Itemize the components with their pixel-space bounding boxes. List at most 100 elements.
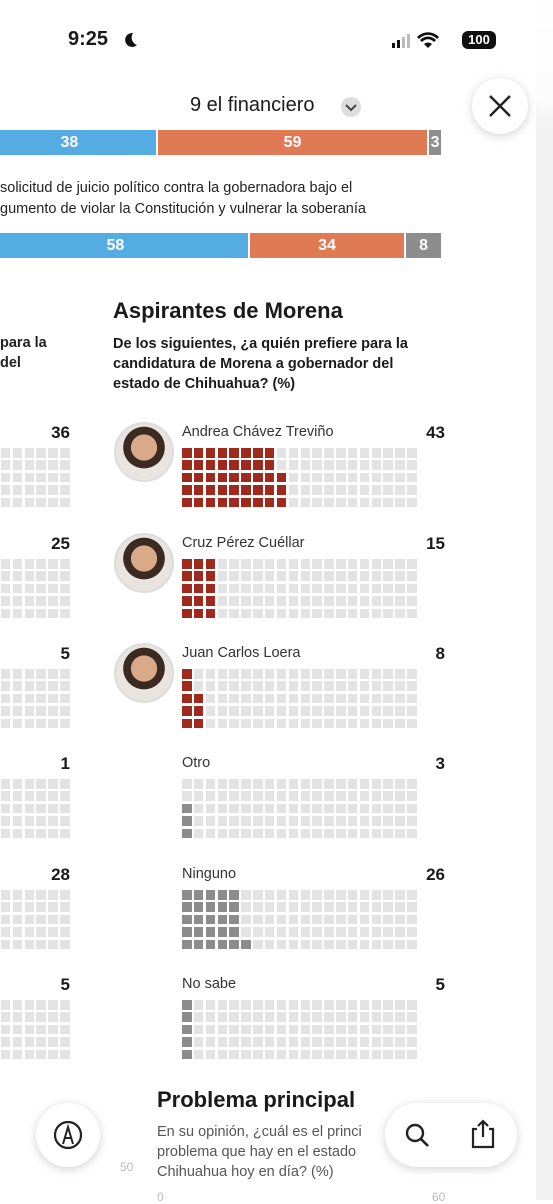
waffle-square — [0, 718, 11, 729]
waffle-square — [229, 1000, 239, 1010]
waffle-square — [264, 1049, 275, 1060]
waffle-square — [371, 460, 382, 470]
waffle-square — [359, 718, 370, 729]
waffle-square — [324, 902, 334, 912]
waffle-square — [264, 1000, 275, 1010]
waffle-square — [60, 596, 70, 606]
waffle-square-filled — [193, 485, 204, 495]
close-button[interactable] — [472, 78, 528, 134]
waffle-square-filled — [217, 472, 228, 483]
waffle-square — [300, 803, 310, 814]
waffle-square — [383, 596, 393, 606]
waffle-square — [371, 828, 382, 839]
header-title[interactable]: 9 el financiero — [190, 94, 315, 116]
waffle-square — [12, 718, 23, 729]
waffle-square — [241, 816, 251, 826]
waffle-square — [288, 460, 299, 470]
waffle-square — [347, 485, 358, 495]
waffle-square — [36, 1012, 46, 1022]
waffle-square — [383, 472, 393, 483]
waffle-square — [48, 1024, 58, 1035]
waffle-square — [288, 828, 299, 839]
waffle-square — [336, 779, 346, 789]
dropdown-icon[interactable] — [340, 96, 362, 118]
markup-button[interactable] — [36, 1103, 100, 1167]
waffle-square — [312, 448, 322, 458]
waffle-square — [383, 902, 393, 912]
waffle-square — [0, 1000, 11, 1010]
waffle-square — [407, 472, 417, 483]
waffle-square-filled — [205, 596, 216, 606]
waffle-square — [60, 1000, 70, 1010]
waffle-square — [241, 571, 251, 581]
search-icon[interactable] — [405, 1123, 429, 1147]
waffle-square — [36, 693, 46, 704]
waffle-square — [60, 779, 70, 789]
waffle-square — [312, 1037, 322, 1047]
waffle-square — [312, 1024, 322, 1035]
waffle-square — [312, 706, 322, 716]
waffle-square-filled — [182, 927, 192, 937]
waffle-square — [407, 669, 417, 679]
waffle-square — [383, 1012, 393, 1022]
waffle-square-filled — [205, 583, 216, 594]
waffle-square — [288, 1049, 299, 1060]
waffle-square-filled — [217, 460, 228, 470]
waffle-square — [383, 669, 393, 679]
waffle-square-filled — [253, 448, 263, 458]
waffle-square — [336, 472, 346, 483]
waffle-square — [12, 448, 23, 458]
waffle-square-filled — [193, 448, 204, 458]
waffle-square — [312, 803, 322, 814]
waffle-square — [24, 693, 35, 704]
waffle-square — [60, 559, 70, 569]
waffle-square — [347, 828, 358, 839]
waffle-square — [276, 939, 287, 950]
waffle-square-filled — [193, 472, 204, 483]
waffle-square — [253, 914, 263, 925]
waffle-square — [48, 706, 58, 716]
waffle-square-filled — [182, 472, 192, 483]
candidate-photo — [114, 643, 174, 703]
waffle-square — [48, 1012, 58, 1022]
waffle-square — [395, 497, 405, 508]
waffle-square — [312, 1012, 322, 1022]
waffle-square — [347, 1049, 358, 1060]
waffle-square — [36, 706, 46, 716]
waffle-square — [24, 890, 35, 900]
waffle-square — [383, 693, 393, 704]
waffle-square-filled — [253, 485, 263, 495]
waffle-square — [60, 816, 70, 826]
waffle-square — [24, 828, 35, 839]
waffle-square — [276, 927, 287, 937]
waffle-square — [371, 448, 382, 458]
waffle-square — [48, 608, 58, 619]
waffle-square — [312, 583, 322, 594]
waffle-square — [193, 779, 204, 789]
waffle-square — [347, 706, 358, 716]
waffle-square — [347, 1037, 358, 1047]
option-name: Andrea Chávez Treviño — [182, 424, 334, 440]
waffle-square — [48, 472, 58, 483]
waffle-square — [324, 1037, 334, 1047]
waffle-square — [359, 571, 370, 581]
waffle-square — [347, 816, 358, 826]
waffle-square — [241, 596, 251, 606]
waffle-square — [241, 1037, 251, 1047]
waffle-square — [24, 583, 35, 594]
waffle-square — [48, 828, 58, 839]
waffle-square-filled — [182, 914, 192, 925]
waffle-square — [383, 583, 393, 594]
waffle-square — [24, 927, 35, 937]
option-value: 43 — [426, 423, 445, 442]
waffle-square — [359, 1000, 370, 1010]
waffle-square — [36, 1000, 46, 1010]
waffle-square — [336, 608, 346, 619]
share-icon[interactable] — [471, 1119, 495, 1149]
waffle-square — [276, 779, 287, 789]
waffle-square — [276, 1049, 287, 1060]
waffle-square-filled — [276, 472, 287, 483]
waffle-square — [395, 460, 405, 470]
waffle-square — [264, 779, 275, 789]
